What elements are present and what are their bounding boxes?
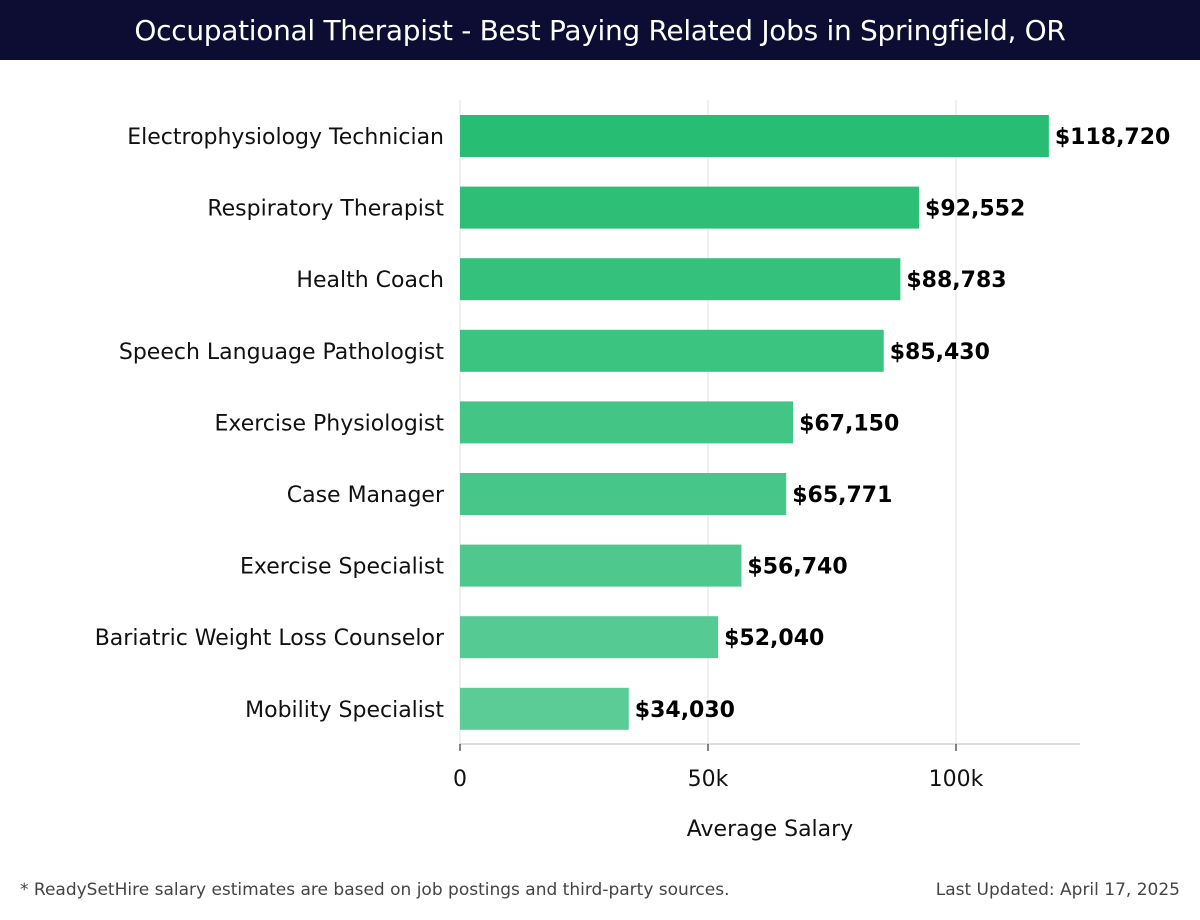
bar — [460, 401, 794, 444]
category-label: Bariatric Weight Loss Counselor — [95, 626, 445, 651]
category-label: Respiratory Therapist — [207, 197, 444, 222]
data-label: $52,040 — [724, 626, 824, 651]
footnote: * ReadySetHire salary estimates are base… — [20, 880, 730, 900]
x-tick-label: 50k — [688, 767, 729, 792]
data-label: $65,771 — [792, 483, 892, 508]
bar — [460, 258, 901, 301]
category-label: Mobility Specialist — [245, 698, 444, 723]
bar — [460, 544, 742, 587]
last-updated: Last Updated: April 17, 2025 — [935, 880, 1180, 900]
data-label: $34,030 — [635, 698, 735, 723]
bar — [460, 329, 884, 372]
bar — [460, 687, 629, 730]
data-label: $67,150 — [799, 411, 899, 436]
category-label: Exercise Specialist — [240, 555, 444, 580]
bar — [460, 473, 787, 515]
category-label: Exercise Physiologist — [214, 411, 444, 436]
data-label: $118,720 — [1055, 125, 1171, 150]
chart-title: Occupational Therapist - Best Paying Rel… — [0, 0, 1200, 60]
data-label: $88,783 — [906, 268, 1006, 293]
data-label: $92,552 — [925, 197, 1025, 222]
x-axis-label: Average Salary — [687, 817, 853, 842]
data-label: $85,430 — [890, 340, 990, 365]
category-label: Electrophysiology Technician — [127, 125, 444, 150]
bar — [460, 186, 920, 229]
bar — [460, 616, 719, 659]
data-label: $56,740 — [747, 555, 847, 580]
x-tick-label: 100k — [929, 767, 984, 792]
x-tick-label: 0 — [453, 767, 467, 792]
category-label: Health Coach — [296, 268, 444, 293]
bar — [460, 115, 1049, 157]
category-label: Case Manager — [287, 483, 445, 508]
category-label: Speech Language Pathologist — [119, 340, 444, 365]
